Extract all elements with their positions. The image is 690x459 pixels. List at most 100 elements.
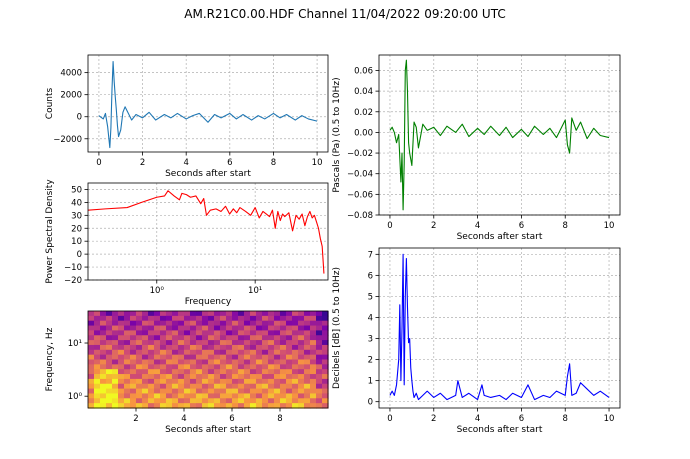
spectrogram-cell (316, 344, 323, 351)
spectrogram-cell (322, 340, 329, 346)
spectrogram-cell (250, 359, 257, 365)
spectrogram-cell (214, 369, 221, 375)
spectrogram-cell (94, 383, 101, 390)
spectrogram-cell (262, 330, 269, 336)
spectrogram-cell (226, 393, 233, 399)
spectrogram-cell (184, 330, 191, 336)
spectrogram-cell (160, 340, 167, 346)
spectrogram-cell (298, 374, 305, 380)
spectrogram-cell (136, 388, 143, 395)
spectrogram-cell (88, 359, 95, 365)
spectrogram-cell (310, 378, 317, 385)
spectrogram-cell (142, 311, 149, 317)
spectrogram-cell (292, 393, 299, 399)
spectrogram-cell (202, 393, 209, 399)
spectrogram-cell (94, 374, 101, 380)
spectrogram-cell (256, 374, 263, 380)
spectrogram-cell (286, 325, 293, 331)
spectrogram-cell (292, 335, 299, 341)
spectrogram-cell (88, 374, 95, 380)
spectrogram-cell (142, 378, 149, 385)
spectrogram-cell (94, 311, 101, 317)
spectrogram-cell (94, 315, 101, 322)
spectrogram-cell (190, 349, 197, 356)
spectrogram-cell (100, 340, 107, 346)
spectrogram-cell (214, 349, 221, 356)
spectrogram-cell (88, 393, 95, 399)
spectrogram-cell (106, 335, 113, 341)
spectrogram-cell (142, 349, 149, 356)
psd-ytick-label: 10 (71, 237, 82, 247)
spectrogram-cell (238, 320, 245, 327)
spectrogram-cell (118, 315, 125, 322)
decibels-ytick-label: 1 (368, 377, 373, 387)
spectrogram-cell (256, 354, 263, 361)
counts-frame (87, 54, 329, 153)
spectrogram-cell (280, 315, 287, 322)
spectrogram-cell (136, 369, 143, 375)
spectrogram-cell (262, 374, 269, 380)
spectrogram-cell (304, 340, 311, 346)
spectrogram-cell (262, 335, 269, 341)
spectrogram-cell (310, 383, 317, 390)
spectrogram-cell (214, 378, 221, 385)
spectrogram-cell (238, 315, 245, 322)
spectrogram-cell (226, 359, 233, 365)
spectrogram-cell (112, 349, 119, 356)
spectrogram-cell (100, 364, 107, 370)
spectrogram-cell (148, 403, 155, 409)
spectrogram-cell (184, 403, 191, 409)
spectrogram-cell (136, 344, 143, 351)
spectrogram-cell (94, 320, 101, 327)
spectrogram-cell (232, 340, 239, 346)
spectrogram-cell (148, 340, 155, 346)
spectrogram-ytick-label: 10¹ (68, 339, 82, 349)
spectrogram-cell (118, 374, 125, 380)
pascals-series-line (389, 59, 610, 211)
spectrogram-cell (304, 388, 311, 395)
spectrogram-cell (244, 378, 251, 385)
spectrogram-cell (256, 315, 263, 322)
spectrogram-cell (202, 383, 209, 390)
spectrogram-cell (112, 325, 119, 331)
spectrogram-cell (316, 359, 323, 365)
spectrogram-cell (106, 374, 113, 380)
spectrogram-cell (130, 330, 137, 336)
spectrogram-cell (214, 344, 221, 351)
spectrogram-cell (274, 369, 281, 375)
spectrogram-cell (88, 388, 95, 395)
spectrogram-cell (184, 311, 191, 317)
spectrogram-cell (94, 340, 101, 346)
counts-xtick-label: 10 (312, 158, 323, 168)
spectrogram-cell (232, 374, 239, 380)
counts-xtick-label: 2 (140, 158, 145, 168)
spectrogram-cell (274, 330, 281, 336)
spectrogram-cell (112, 335, 119, 341)
spectrogram-cell (112, 364, 119, 370)
spectrogram-cell (250, 383, 257, 390)
spectrogram-cell (160, 398, 167, 404)
spectrogram-cell (316, 398, 323, 404)
spectrogram-cell (256, 403, 263, 409)
spectrogram-cell (232, 383, 239, 390)
spectrogram-cell (166, 344, 173, 351)
spectrogram-cell (304, 344, 311, 351)
spectrogram-cell (202, 320, 209, 327)
spectrogram-cell (148, 315, 155, 322)
spectrogram-cell (226, 344, 233, 351)
spectrogram-cell (106, 311, 113, 317)
spectrogram-cell (160, 374, 167, 380)
spectrogram-cell (100, 374, 107, 380)
spectrogram-cell (112, 369, 119, 375)
spectrogram-cell (202, 330, 209, 336)
pascals-ytick-label: −0.08 (347, 211, 373, 221)
spectrogram-cell (202, 374, 209, 380)
spectrogram-cell (136, 330, 143, 336)
figure-title: AM.R21C0.00.HDF Channel 11/04/2022 09:20… (184, 7, 505, 21)
spectrogram-cell (238, 393, 245, 399)
counts-ytick-label: 4000 (60, 69, 82, 79)
spectrogram-cell (190, 344, 197, 351)
spectrogram-cell (166, 393, 173, 399)
spectrogram-cell (94, 393, 101, 399)
spectrogram-cell (196, 335, 203, 341)
